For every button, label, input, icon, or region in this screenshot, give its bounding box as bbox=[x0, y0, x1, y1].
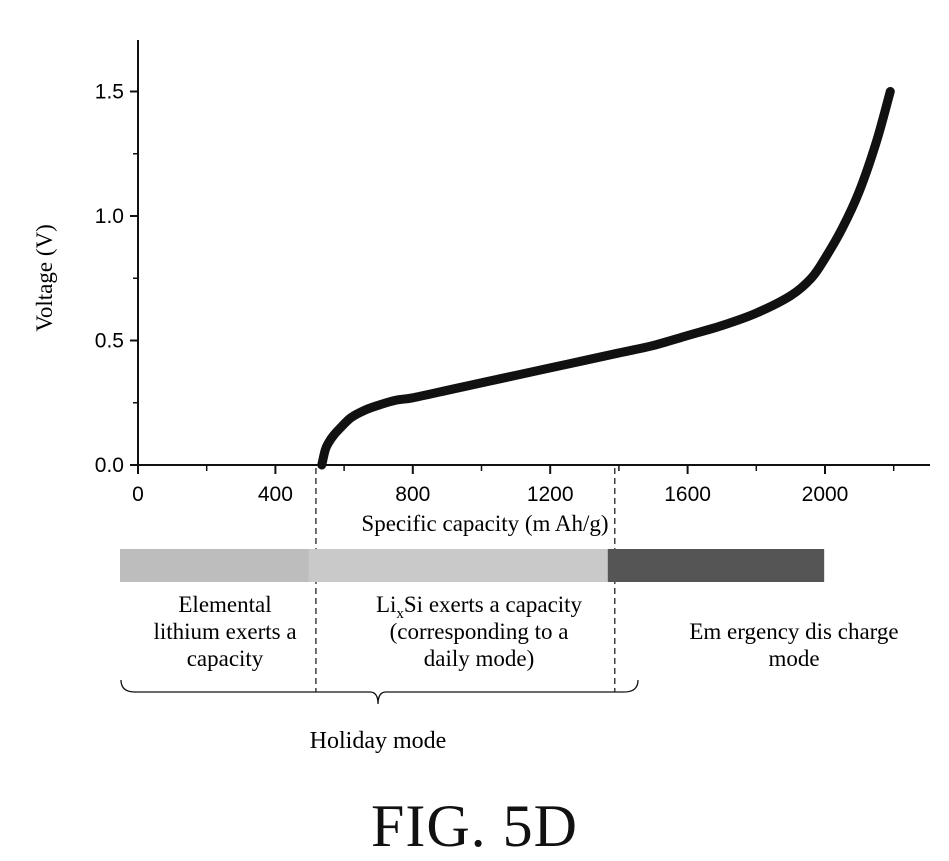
region-label-emergency-line: mode bbox=[768, 646, 819, 671]
region-label-elemental-line: lithium exerts a bbox=[153, 619, 296, 644]
x-axis-label: Specific capacity (m Ah/g) bbox=[361, 511, 608, 536]
x-tick-labels: 0 400 800 1200 1600 2000 bbox=[132, 483, 848, 506]
voltage-curve bbox=[317, 87, 895, 470]
region-label-lixsi-line: daily mode) bbox=[424, 646, 535, 671]
region-label-lixsi-line: (corresponding to a bbox=[390, 619, 569, 644]
y-tick-label: 0.5 bbox=[95, 330, 124, 353]
x-tick-label: 2000 bbox=[802, 483, 849, 506]
holiday-mode-brace bbox=[120, 679, 639, 705]
x-tick-label: 1200 bbox=[527, 483, 574, 506]
x-tick-label: 1600 bbox=[664, 483, 711, 506]
band-elemental bbox=[120, 549, 309, 582]
x-tick-label: 0 bbox=[132, 483, 144, 506]
y-tick-label: 0.0 bbox=[95, 454, 124, 477]
ticks bbox=[130, 90, 895, 474]
region-label-emergency-line: Em ergency dis charge bbox=[689, 619, 898, 644]
x-tick-label: 800 bbox=[395, 483, 430, 506]
region-label-elemental-line: capacity bbox=[187, 646, 264, 671]
region-label-lixsi-line: LixSi exerts a capacity bbox=[376, 592, 583, 622]
region-label-elemental-line: Elemental bbox=[178, 592, 271, 617]
holiday-mode-label: Holiday mode bbox=[310, 728, 447, 754]
y-tick-label: 1.5 bbox=[95, 81, 124, 104]
y-tick-labels: 0.0 0.5 1.0 1.5 bbox=[95, 81, 124, 478]
figure-canvas: 0.0 0.5 1.0 1.5 0 400 800 1200 1600 2000 Specifi… bbox=[32, 40, 930, 754]
y-axis-label: Voltage (V) bbox=[32, 224, 57, 332]
axes bbox=[137, 40, 930, 466]
figure-caption: FIG. 5D bbox=[370, 793, 578, 859]
x-tick-label: 400 bbox=[258, 483, 293, 506]
y-tick-label: 1.0 bbox=[95, 205, 124, 228]
band-emergency bbox=[607, 549, 825, 582]
band-lixsi bbox=[308, 549, 608, 582]
capacity-region-bands bbox=[120, 549, 825, 582]
